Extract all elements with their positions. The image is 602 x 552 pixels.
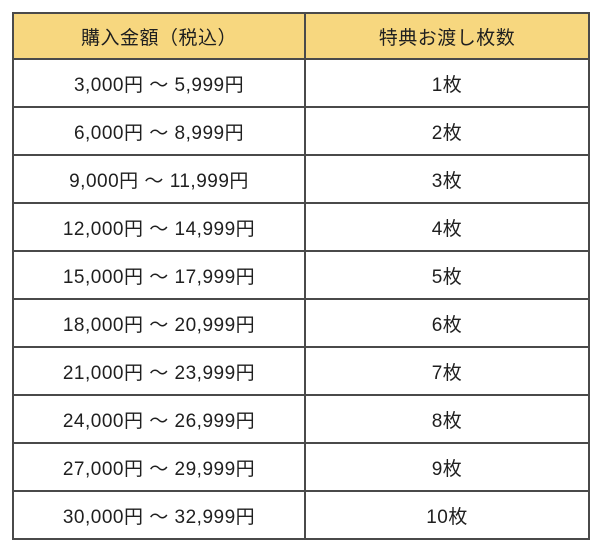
table-row: 3,000円 〜 5,999円 1枚 bbox=[11, 58, 590, 108]
reward-count-cell: 7枚 bbox=[304, 346, 590, 396]
purchase-amount-cell: 24,000円 〜 26,999円 bbox=[11, 394, 307, 444]
table-row: 30,000円 〜 32,999円 10枚 bbox=[11, 490, 590, 540]
reward-count-cell: 6枚 bbox=[304, 298, 590, 348]
reward-count-cell: 2枚 bbox=[304, 106, 590, 156]
reward-count-cell: 5枚 bbox=[304, 250, 590, 300]
header-reward-count: 特典お渡し枚数 bbox=[304, 12, 590, 60]
purchase-amount-cell: 12,000円 〜 14,999円 bbox=[11, 202, 307, 252]
purchase-amount-cell: 15,000円 〜 17,999円 bbox=[11, 250, 307, 300]
reward-count-cell: 4枚 bbox=[304, 202, 590, 252]
table-row: 24,000円 〜 26,999円 8枚 bbox=[11, 394, 590, 444]
table-row: 21,000円 〜 23,999円 7枚 bbox=[11, 346, 590, 396]
table-body: 3,000円 〜 5,999円 1枚 6,000円 〜 8,999円 2枚 9,… bbox=[11, 58, 590, 540]
purchase-amount-cell: 3,000円 〜 5,999円 bbox=[11, 58, 307, 108]
purchase-amount-cell: 9,000円 〜 11,999円 bbox=[11, 154, 307, 204]
table-row: 6,000円 〜 8,999円 2枚 bbox=[11, 106, 590, 156]
reward-count-cell: 3枚 bbox=[304, 154, 590, 204]
purchase-amount-cell: 21,000円 〜 23,999円 bbox=[11, 346, 307, 396]
reward-count-cell: 9枚 bbox=[304, 442, 590, 492]
header-purchase-amount: 購入金額（税込） bbox=[11, 12, 307, 60]
purchase-amount-cell: 27,000円 〜 29,999円 bbox=[11, 442, 307, 492]
table-row: 18,000円 〜 20,999円 6枚 bbox=[11, 298, 590, 348]
purchase-amount-cell: 30,000円 〜 32,999円 bbox=[11, 490, 307, 540]
header-row: 購入金額（税込） 特典お渡し枚数 bbox=[11, 12, 590, 60]
table-row: 12,000円 〜 14,999円 4枚 bbox=[11, 202, 590, 252]
reward-count-cell: 8枚 bbox=[304, 394, 590, 444]
table-row: 15,000円 〜 17,999円 5枚 bbox=[11, 250, 590, 300]
purchase-amount-cell: 18,000円 〜 20,999円 bbox=[11, 298, 307, 348]
purchase-reward-table: 購入金額（税込） 特典お渡し枚数 3,000円 〜 5,999円 1枚 6,00… bbox=[11, 12, 590, 540]
reward-count-cell: 10枚 bbox=[304, 490, 590, 540]
table-row: 27,000円 〜 29,999円 9枚 bbox=[11, 442, 590, 492]
purchase-amount-cell: 6,000円 〜 8,999円 bbox=[11, 106, 307, 156]
table-row: 9,000円 〜 11,999円 3枚 bbox=[11, 154, 590, 204]
reward-count-cell: 1枚 bbox=[304, 58, 590, 108]
